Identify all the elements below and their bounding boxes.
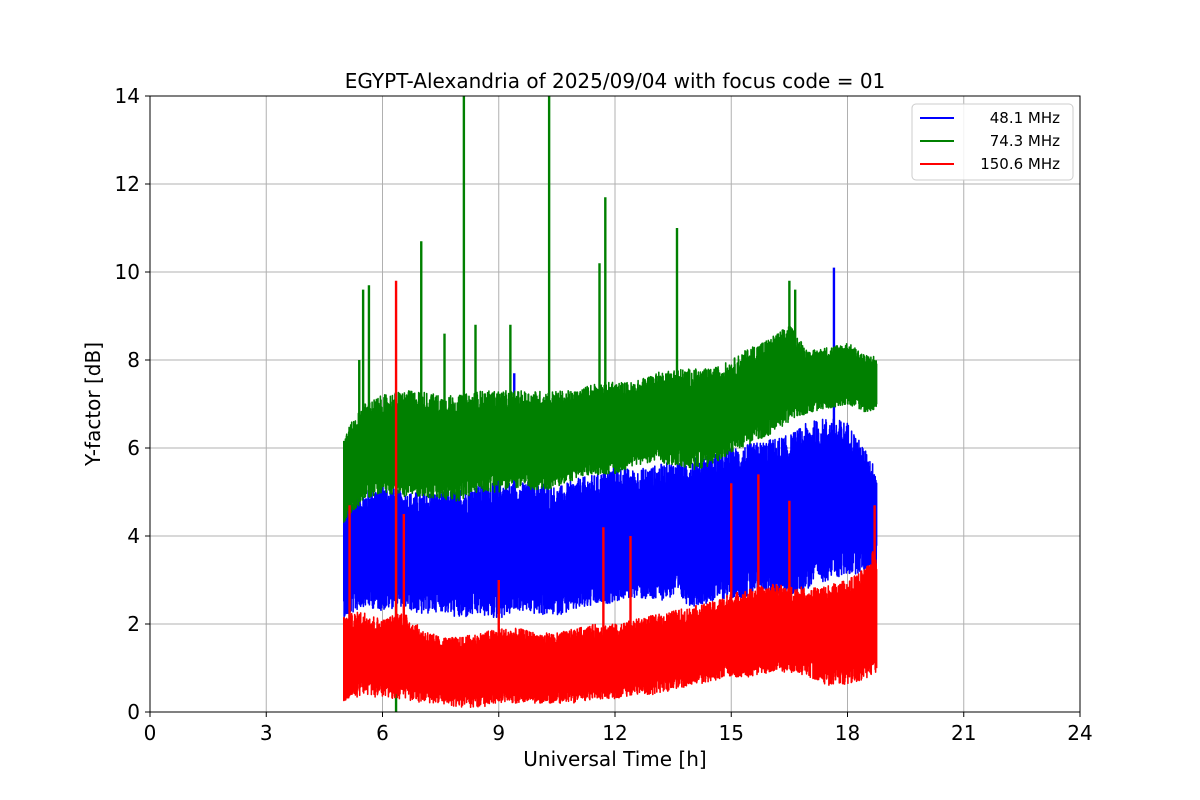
x-tick-label: 15 <box>719 721 744 745</box>
legend: 48.1 MHz 74.3 MHz 150.6 MHz <box>911 103 1074 181</box>
y-tick-label: 0 <box>127 700 140 724</box>
x-tick-label: 0 <box>144 721 157 745</box>
x-tick-label: 12 <box>602 721 627 745</box>
series-band-line <box>343 326 878 523</box>
legend-label: 150.6 MHz <box>980 155 1060 173</box>
y-tick-label: 4 <box>127 524 140 548</box>
x-tick-label: 18 <box>835 721 860 745</box>
legend-box <box>911 103 1074 181</box>
series-layer <box>343 96 878 712</box>
series-band-line <box>343 551 878 708</box>
y-tick-label: 12 <box>115 172 140 196</box>
legend-label: 74.3 MHz <box>990 132 1060 150</box>
y-tick-label: 10 <box>115 260 140 284</box>
y-tick-label: 14 <box>115 84 140 108</box>
x-tick-label: 21 <box>951 721 976 745</box>
y-tick-label: 8 <box>127 348 140 372</box>
x-tick-label: 9 <box>492 721 505 745</box>
x-tick-label: 24 <box>1067 721 1092 745</box>
x-axis-label: Universal Time [h] <box>523 747 706 771</box>
x-tick-label: 3 <box>260 721 273 745</box>
x-tick-label: 6 <box>376 721 389 745</box>
series-band-line <box>343 418 878 621</box>
y-tick-label: 6 <box>127 436 140 460</box>
y-axis-label: Y-factor [dB] <box>81 342 105 467</box>
series-74-3-mhz <box>343 96 878 712</box>
chart-title: EGYPT-Alexandria of 2025/09/04 with focu… <box>345 69 886 93</box>
legend-label: 48.1 MHz <box>990 109 1060 127</box>
y-tick-label: 2 <box>127 612 140 636</box>
series-150-6-mhz <box>343 280 878 708</box>
